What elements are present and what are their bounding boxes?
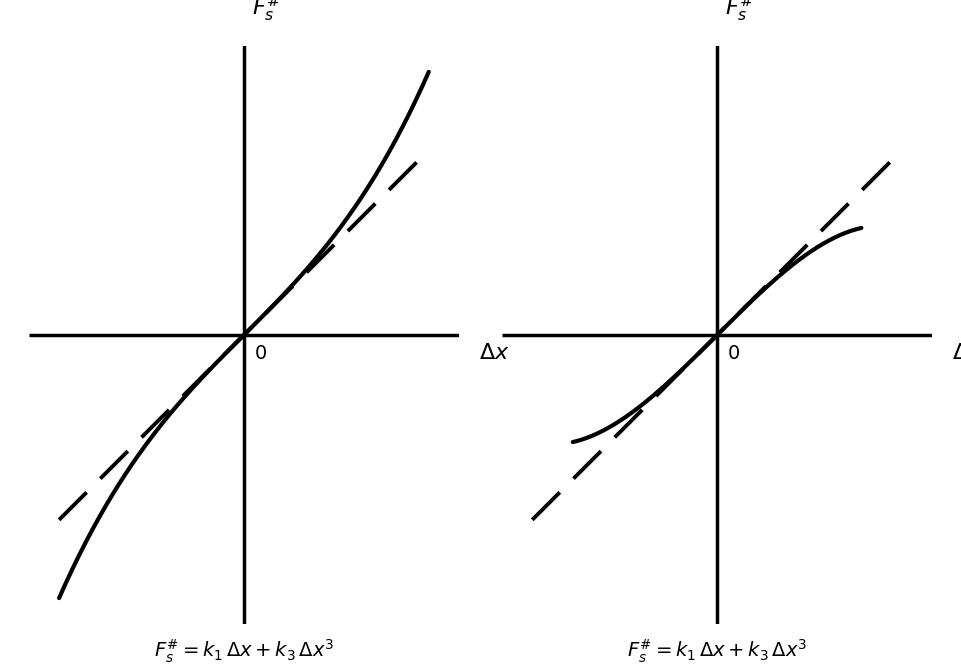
Text: $\Delta x$: $\Delta x$ (480, 342, 509, 364)
Text: $\Delta x$: $\Delta x$ (952, 342, 961, 364)
Text: $0$: $0$ (727, 345, 740, 363)
Text: $F_s^{\#} = k_1\,\Delta x + k_3\,\Delta x^3$: $F_s^{\#} = k_1\,\Delta x + k_3\,\Delta … (154, 637, 333, 665)
Text: $F_s^{\#} = k_1\,\Delta x + k_3\,\Delta x^3$: $F_s^{\#} = k_1\,\Delta x + k_3\,\Delta … (628, 637, 807, 665)
Text: $F_s^{\#}$: $F_s^{\#}$ (726, 0, 753, 24)
Text: $0$: $0$ (254, 345, 267, 363)
Text: $F_s^{\#}$: $F_s^{\#}$ (253, 0, 281, 24)
